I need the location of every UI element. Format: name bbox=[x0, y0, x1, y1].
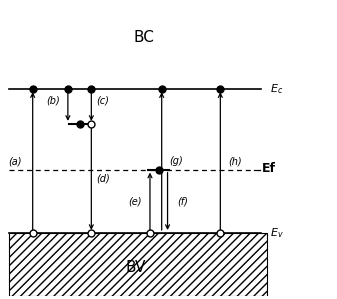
Text: $E_v$: $E_v$ bbox=[270, 226, 284, 240]
Text: (g): (g) bbox=[170, 156, 183, 166]
Text: $E_c$: $E_c$ bbox=[270, 83, 283, 96]
Text: (h): (h) bbox=[228, 156, 242, 166]
Text: (a): (a) bbox=[8, 156, 22, 166]
Text: Ef: Ef bbox=[262, 162, 275, 175]
Text: (d): (d) bbox=[96, 173, 110, 183]
Text: BV: BV bbox=[125, 260, 146, 275]
Text: (e): (e) bbox=[128, 196, 142, 206]
Text: (b): (b) bbox=[46, 96, 60, 106]
Text: (f): (f) bbox=[177, 196, 188, 206]
Text: BC: BC bbox=[134, 30, 155, 45]
Bar bbox=[9, 233, 267, 296]
Text: (c): (c) bbox=[97, 96, 110, 106]
